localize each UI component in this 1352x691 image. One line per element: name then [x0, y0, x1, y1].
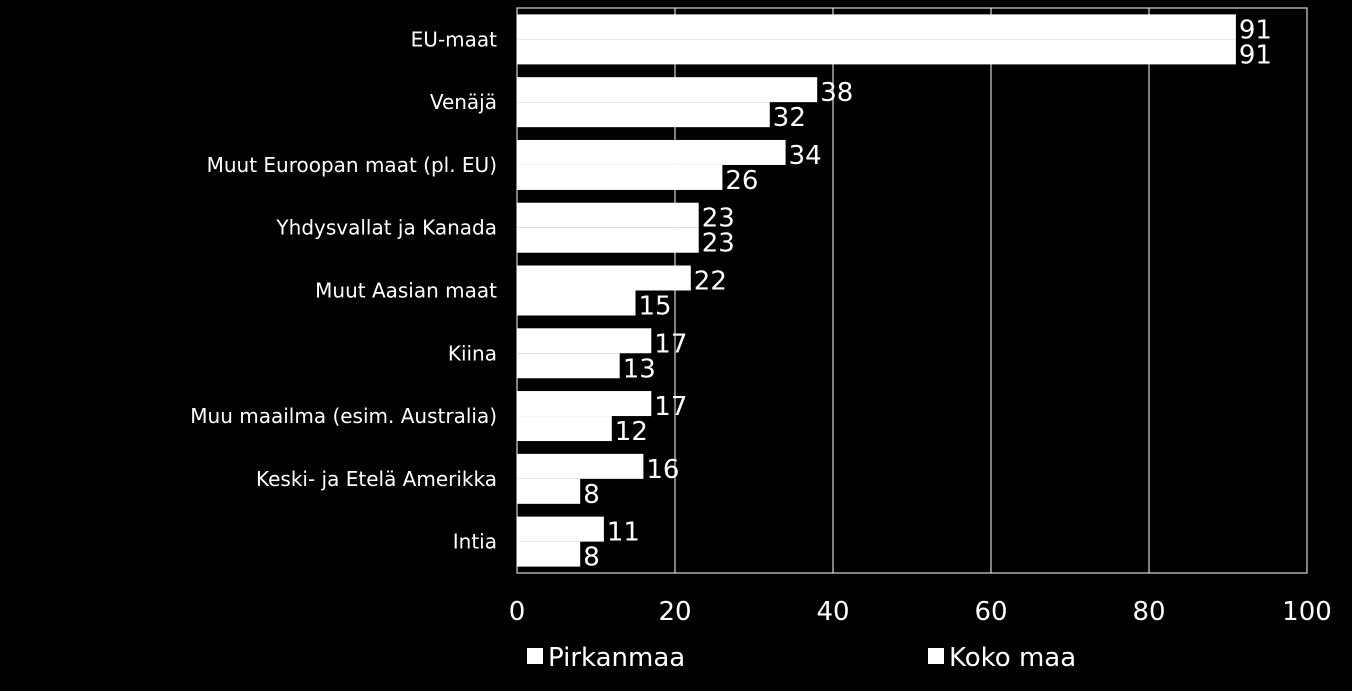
- category-labels: EU-maat Venäjä Muut Euroopan maat (pl. EU)…: [190, 27, 497, 553]
- legend-swatch-pirkanmaa: [527, 648, 543, 664]
- data-label-pirkanmaa-yhdysvallat-ja-kanada: 23: [702, 204, 735, 234]
- bar-koko-maa-muut-aasian-maat: [517, 290, 636, 316]
- category-label-muut-euroopan-maat-pl-eu: Muut Euroopan maat (pl. EU): [207, 153, 497, 177]
- x-tick-label: 60: [974, 597, 1007, 627]
- data-label-pirkanmaa-intia: 11: [607, 518, 640, 548]
- x-tick-label: 40: [816, 597, 849, 627]
- category-label-intia: Intia: [453, 530, 497, 554]
- bar-koko-maa-venaja: [517, 102, 770, 128]
- category-label-kiina: Kiina: [448, 341, 497, 365]
- data-label-pirkanmaa-muut-euroopan-maat-pl-eu: 34: [789, 141, 822, 171]
- bar-pirkanmaa-yhdysvallat-ja-kanada: [517, 202, 699, 228]
- bar-pirkanmaa-muut-euroopan-maat-pl-eu: [517, 139, 786, 165]
- data-label-pirkanmaa-eu-maat: 91: [1239, 15, 1272, 45]
- data-label-pirkanmaa-venaja: 38: [820, 78, 853, 108]
- bar-pirkanmaa-kiina: [517, 328, 652, 354]
- bar-pirkanmaa-muu-maailma-esim-australia: [517, 391, 652, 417]
- category-label-venaja: Venäjä: [430, 90, 497, 114]
- x-tick-label: 80: [1132, 597, 1165, 627]
- category-label-keski-ja-etela-amerikka: Keski- ja Etelä Amerikka: [256, 467, 497, 491]
- bar-koko-maa-muu-maailma-esim-australia: [517, 416, 612, 442]
- category-label-muut-aasian-maat: Muut Aasian maat: [315, 279, 497, 303]
- data-label-pirkanmaa-muut-aasian-maat: 22: [694, 267, 727, 297]
- bar-koko-maa-eu-maat: [517, 39, 1236, 65]
- data-label-koko-maa-muu-maailma-esim-australia: 12: [615, 417, 648, 447]
- data-label-pirkanmaa-keski-ja-etela-amerikka: 16: [646, 455, 679, 485]
- data-label-koko-maa-intia: 8: [583, 543, 600, 573]
- x-axis-tick-labels: 0 20 40 60 80 100: [509, 597, 1332, 627]
- bar-pirkanmaa-intia: [517, 516, 604, 542]
- legend-label-koko-maa: Koko maa: [949, 643, 1076, 673]
- category-label-muu-maailma-esim-australia: Muu maailma (esim. Australia): [190, 404, 497, 428]
- data-label-koko-maa-muut-aasian-maat: 15: [639, 292, 672, 322]
- x-tick-label: 20: [658, 597, 691, 627]
- data-label-koko-maa-kiina: 13: [623, 354, 656, 384]
- x-tick-label: 0: [509, 597, 526, 627]
- bar-koko-maa-yhdysvallat-ja-kanada: [517, 227, 699, 253]
- category-label-eu-maat: EU-maat: [411, 27, 497, 51]
- bar-pirkanmaa-venaja: [517, 77, 818, 103]
- data-label-koko-maa-venaja: 32: [773, 103, 806, 133]
- category-label-yhdysvallat-ja-kanada: Yhdysvallat ja Kanada: [275, 216, 497, 240]
- bar-pirkanmaa-muut-aasian-maat: [517, 265, 691, 291]
- bars: [517, 14, 1236, 567]
- data-label-koko-maa-muut-euroopan-maat-pl-eu: 26: [725, 166, 758, 196]
- data-label-koko-maa-eu-maat: 91: [1239, 40, 1272, 70]
- legend: Pirkanmaa Koko maa: [527, 643, 1076, 673]
- data-label-pirkanmaa-muu-maailma-esim-australia: 17: [654, 392, 687, 422]
- data-label-koko-maa-keski-ja-etela-amerikka: 8: [583, 480, 600, 510]
- bar-koko-maa-kiina: [517, 353, 620, 379]
- legend-label-pirkanmaa: Pirkanmaa: [548, 643, 685, 673]
- bar-koko-maa-keski-ja-etela-amerikka: [517, 478, 581, 504]
- legend-swatch-koko-maa: [928, 648, 944, 664]
- bar-koko-maa-intia: [517, 541, 581, 567]
- x-tick-label: 100: [1282, 597, 1332, 627]
- bar-pirkanmaa-eu-maat: [517, 14, 1236, 40]
- bar-pirkanmaa-keski-ja-etela-amerikka: [517, 453, 644, 479]
- bar-koko-maa-muut-euroopan-maat-pl-eu: [517, 164, 723, 190]
- data-label-koko-maa-yhdysvallat-ja-kanada: 23: [702, 229, 735, 259]
- data-label-pirkanmaa-kiina: 17: [654, 329, 687, 359]
